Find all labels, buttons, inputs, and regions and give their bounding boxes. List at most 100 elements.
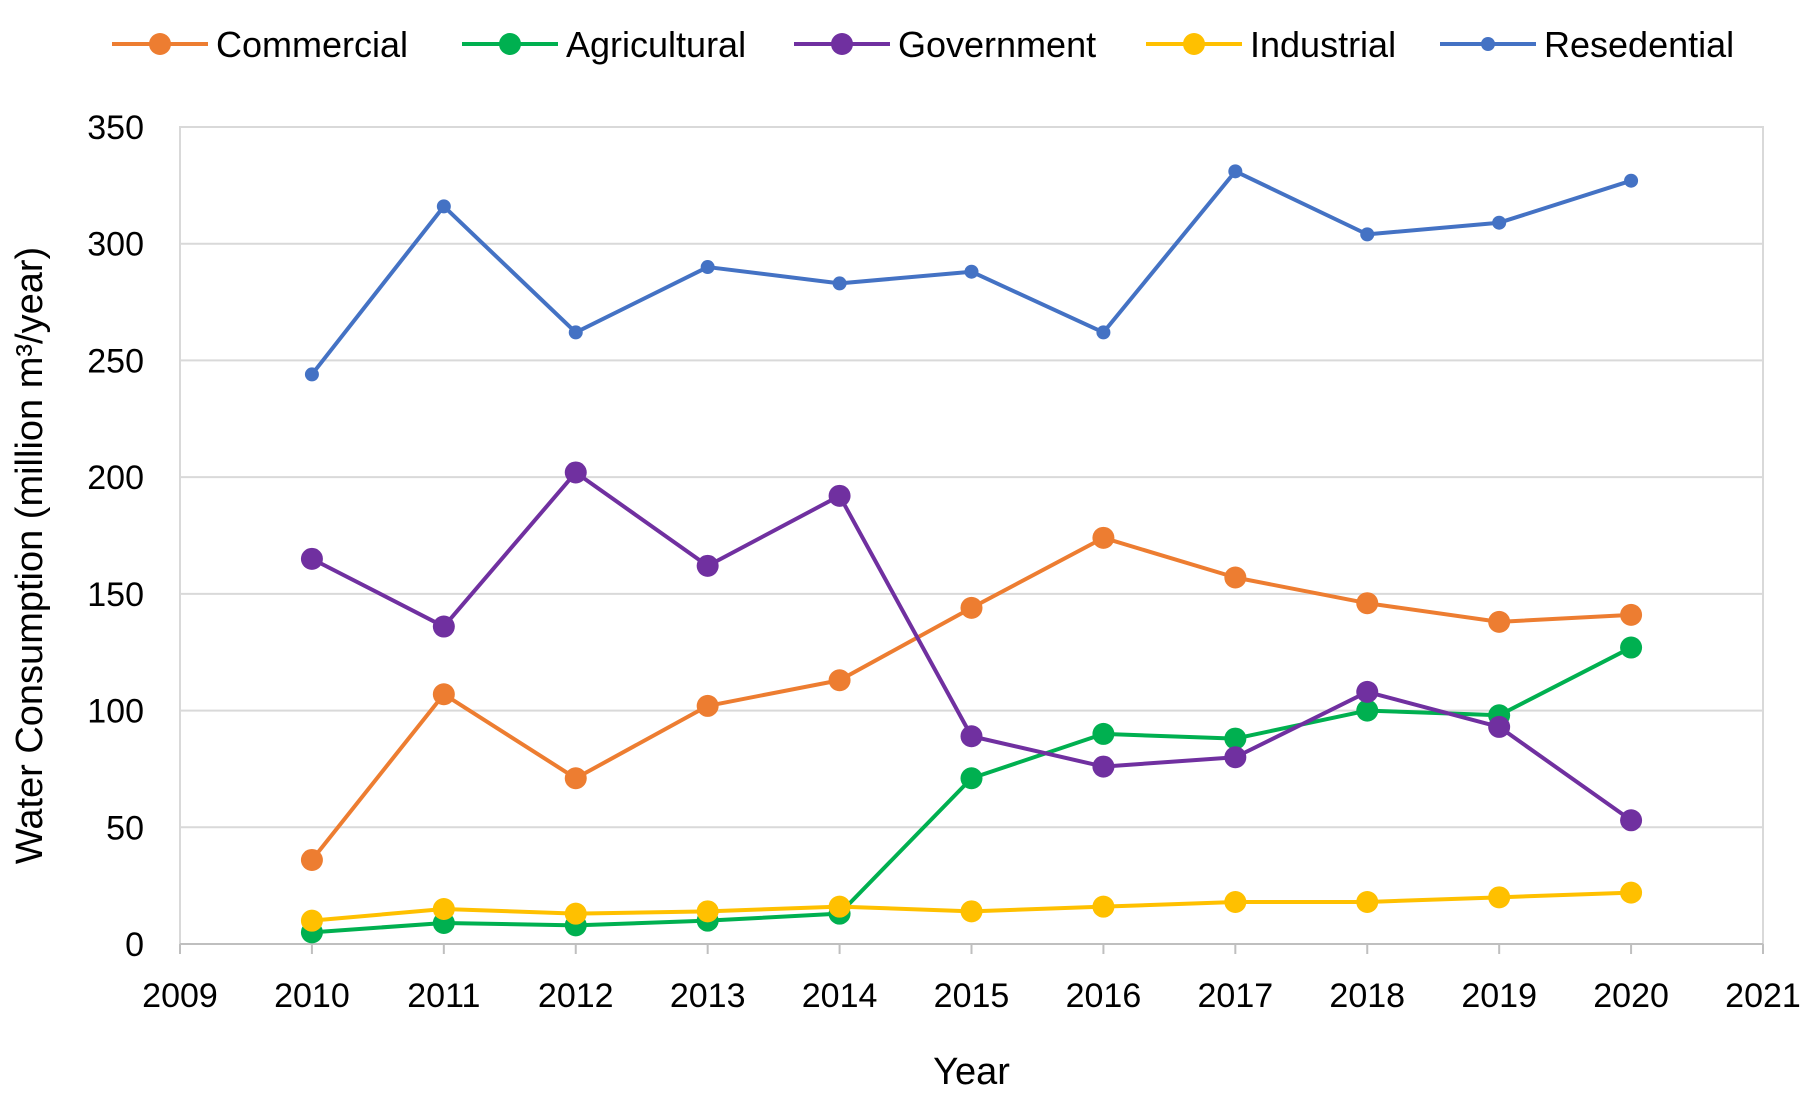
x-tick-label: 2014 [802,977,878,1015]
data-point-resedential [568,325,583,340]
legend-entry-commercial: Commercial [112,24,408,65]
data-point-agricultural [1092,722,1115,745]
y-tick-label: 50 [106,809,144,847]
data-point-government [1488,715,1511,738]
data-point-industrial [696,900,719,923]
x-axis: 2009 2010 2011 2012 2013 2014 2015 2016 2017 2018… [142,943,1801,1015]
x-tick-label: 2010 [274,977,350,1015]
gridlines [180,126,1763,829]
legend-label: Government [898,24,1096,65]
data-point-commercial [432,683,455,706]
legend-label: Agricultural [566,24,746,65]
legend-entry-resedential: Resedential [1440,24,1734,65]
legend-label: Commercial [216,24,408,65]
data-point-industrial [1224,890,1247,913]
data-point-government [432,615,455,638]
series-layer [300,164,1643,944]
series-line-agricultural [311,645,1632,935]
x-tick-label: 2020 [1593,977,1669,1015]
data-point-agricultural [1620,636,1643,659]
series-industrial [300,881,1643,932]
data-point-government [1620,809,1643,832]
y-tick-label: 0 [125,926,144,964]
data-point-industrial [300,909,323,932]
data-point-industrial [960,900,983,923]
data-point-government [828,484,851,507]
x-tick-label: 2009 [142,977,218,1015]
data-point-agricultural [1356,699,1379,722]
legend-swatch-marker [149,33,171,55]
data-point-commercial [1356,592,1379,615]
data-point-commercial [960,596,983,619]
data-point-industrial [1356,890,1379,913]
data-point-commercial [300,848,323,871]
y-tick-label: 200 [87,459,144,497]
x-tick-label: 2016 [1066,977,1142,1015]
data-point-commercial [1224,566,1247,589]
data-point-government [300,547,323,570]
data-point-resedential [1492,215,1507,230]
data-point-government [1092,755,1115,778]
data-point-industrial [828,895,851,918]
data-point-industrial [1488,886,1511,909]
data-point-resedential [1228,164,1243,179]
y-axis-title: Water Consumption (million m³/year) [9,247,51,864]
legend-label: Resedential [1544,24,1734,65]
y-tick-label: 250 [87,342,144,380]
data-point-resedential [1624,173,1639,188]
series-resedential [304,164,1639,382]
data-point-industrial [1092,895,1115,918]
data-point-commercial [564,767,587,790]
y-tick-label: 100 [87,693,144,731]
series-line-commercial [310,535,1632,862]
y-tick-label: 350 [87,109,144,147]
legend: Commercial Agricultural Government Industri… [112,24,1734,65]
data-point-industrial [432,897,455,920]
data-point-resedential [436,199,451,214]
data-point-government [960,725,983,748]
y-axis: 0 50 100 150 200 250 300 350 [87,109,144,964]
legend-entry-government: Government [794,24,1096,65]
data-point-resedential [1096,325,1111,340]
x-tick-label: 2017 [1198,977,1274,1015]
data-point-resedential [304,367,319,382]
y-tick-label: 300 [87,226,144,264]
legend-entry-agricultural: Agricultural [462,24,746,65]
data-point-commercial [1620,603,1643,626]
legend-entry-industrial: Industrial [1146,24,1396,65]
x-tick-label: 2013 [670,977,746,1015]
plot-border [179,126,1764,945]
data-point-industrial [564,902,587,925]
series-government [300,461,1643,832]
x-tick-label: 2011 [407,977,480,1015]
data-point-commercial [696,694,719,717]
y-tick-label: 150 [87,576,144,614]
x-tick-label: 2012 [538,977,614,1015]
legend-swatch-marker [1481,37,1495,51]
data-point-resedential [832,276,847,291]
x-tick-label: 2019 [1461,977,1537,1015]
legend-swatch-marker [499,33,521,55]
x-tick-label: 2021 [1725,977,1801,1015]
data-point-government [564,461,587,484]
legend-swatch-marker [1183,33,1205,55]
x-tick-label: 2015 [934,977,1010,1015]
data-point-commercial [828,669,851,692]
data-point-government [1224,746,1247,769]
data-point-industrial [1620,881,1643,904]
legend-label: Industrial [1250,24,1396,65]
plot-area: 2009 2010 2011 2012 2013 2014 2015 2016 2017 2018… [87,109,1801,1015]
data-point-agricultural [960,767,983,790]
data-point-commercial [1488,610,1511,633]
data-point-commercial [1092,526,1115,549]
data-point-agricultural [1224,727,1247,750]
data-point-government [1356,680,1379,703]
series-commercial [300,526,1643,871]
x-tick-label: 2018 [1329,977,1405,1015]
series-agricultural [300,636,1643,944]
data-point-resedential [964,264,979,279]
data-point-resedential [1360,227,1375,242]
x-axis-title: Year [933,1051,1010,1093]
legend-swatch-marker [831,33,853,55]
